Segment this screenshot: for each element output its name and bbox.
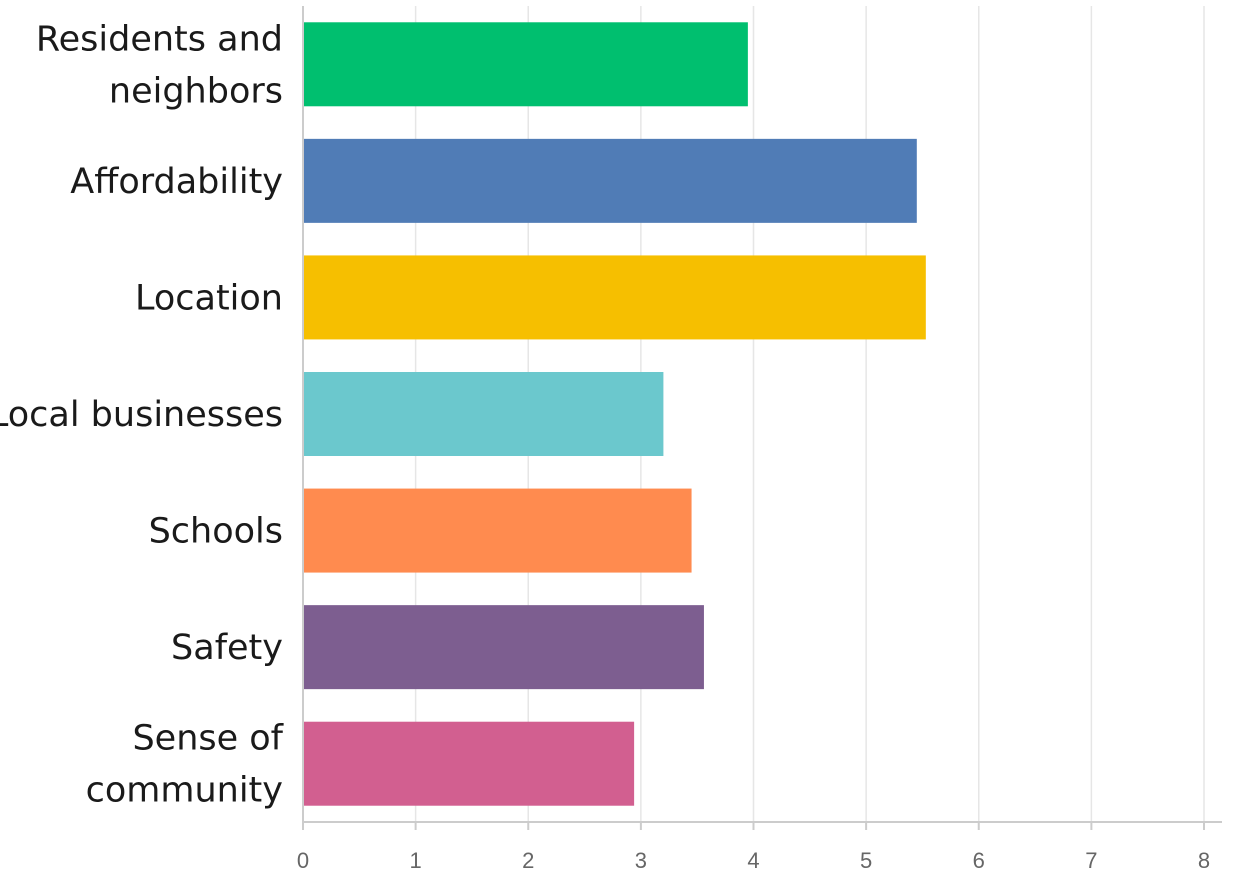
category-label-residents-and-neighbors: Residents and neighbors (36, 19, 283, 111)
category-label-schools: Schools (149, 512, 283, 552)
bar-residents-and-neighbors (304, 22, 748, 107)
x-tick-label-2: 2 (522, 848, 534, 873)
x-tick-label-4: 4 (747, 848, 759, 873)
axes (302, 6, 1222, 823)
x-tick-label-5: 5 (860, 848, 872, 873)
category-label-affordability: Affordability (70, 162, 283, 202)
category-labels: Residents and neighbors Affordability Locat… (0, 19, 284, 810)
x-tick-label-7: 7 (1085, 848, 1097, 873)
category-label-safety: Safety (171, 628, 283, 668)
x-tick-label-0: 0 (297, 848, 309, 873)
bars (304, 22, 926, 806)
x-tick-label-1: 1 (410, 848, 422, 873)
x-tick-label-8: 8 (1198, 848, 1210, 873)
x-tick-label-6: 6 (973, 848, 985, 873)
bar-location (304, 255, 926, 340)
category-label-sense-of-community: Sense of community (86, 719, 284, 811)
category-label-location: Location (135, 278, 283, 318)
bar-safety (304, 605, 704, 690)
bar-affordability (304, 138, 917, 223)
bar-sense-of-community (304, 721, 635, 806)
bar-local-businesses (304, 372, 664, 456)
category-label-local-businesses: Local businesses (0, 395, 283, 435)
x-tick-label-3: 3 (635, 848, 647, 873)
bar-schools (304, 488, 692, 573)
x-tick-labels: 0 1 2 3 4 5 6 7 8 (297, 848, 1210, 873)
